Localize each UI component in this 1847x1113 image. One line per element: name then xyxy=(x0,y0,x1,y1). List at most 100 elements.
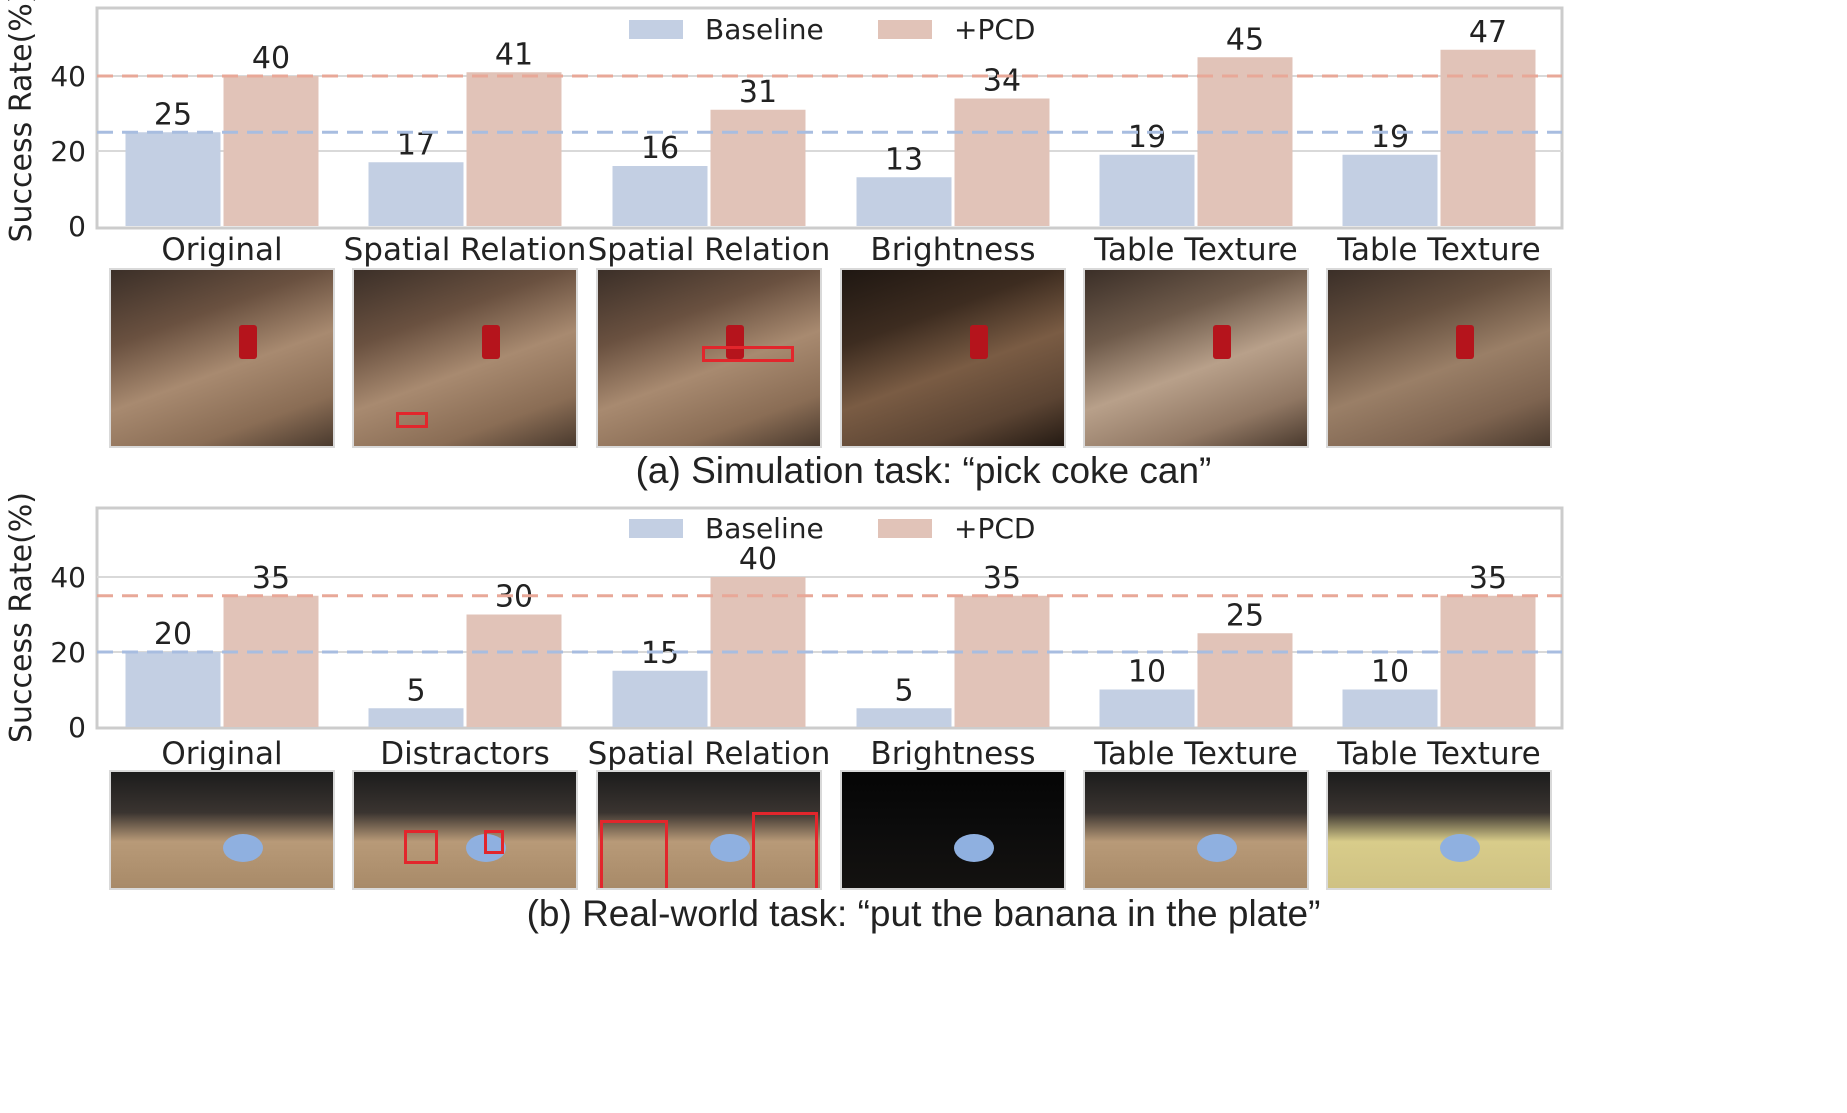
real-legend-label: +PCD xyxy=(954,512,1035,545)
sim-data-label: 31 xyxy=(739,75,777,110)
sim-data-label: 41 xyxy=(495,37,533,72)
sim-bar-pcd-1 xyxy=(466,72,562,226)
sim-data-label: 16 xyxy=(641,131,679,166)
real-legend-label: Baseline xyxy=(705,512,824,545)
real-world-caption: (b) Real-world task: “put the banana in … xyxy=(526,893,1321,934)
real-category-label: Distractors xyxy=(380,736,550,772)
sim-y-tick-label: 20 xyxy=(50,135,86,168)
sim-category-label: Spatial Relation xyxy=(343,232,587,268)
real-scene-image-3 xyxy=(840,770,1066,890)
sim-data-label: 19 xyxy=(1128,120,1166,155)
real-data-label: 5 xyxy=(406,673,425,708)
real-data-label: 35 xyxy=(252,561,290,596)
real-category-label: Brightness xyxy=(870,736,1036,772)
real-category-label: Spatial Relation xyxy=(587,736,831,772)
coke-can-shape xyxy=(1213,325,1231,359)
sim-data-label: 34 xyxy=(983,64,1021,99)
coke-can-shape xyxy=(482,325,500,359)
real-data-label: 10 xyxy=(1371,655,1409,690)
simulation-panel: 0 20 40 Success Rate(%) 25 17 16 13 19 19 40 41 31 34… xyxy=(4,0,1564,491)
sim-scene-image-5 xyxy=(1326,268,1552,448)
sim-category-label: Brightness xyxy=(870,232,1036,268)
plate-shape xyxy=(710,834,750,862)
real-y-tick-label: 40 xyxy=(50,561,86,594)
coke-can-shape xyxy=(726,325,744,359)
sim-scene-image-1 xyxy=(352,268,578,448)
real-data-label: 40 xyxy=(739,542,777,577)
real-data-label: 10 xyxy=(1128,655,1166,690)
sim-bar-pcd-5 xyxy=(1440,49,1536,226)
sim-bar-baseline-3 xyxy=(856,177,952,226)
sim-bar-baseline-2 xyxy=(612,166,708,226)
real-plot-frame xyxy=(95,506,1564,730)
sim-bar-pcd-2 xyxy=(710,109,806,226)
sim-bar-pcd-3 xyxy=(954,98,1050,226)
real-data-label: 5 xyxy=(894,673,913,708)
coke-can-shape xyxy=(970,325,988,359)
real-bar-pcd-3 xyxy=(954,595,1050,727)
real-bar-pcd-1 xyxy=(466,614,562,727)
sim-legend-label: +PCD xyxy=(954,13,1035,46)
real-y-tick-label: 20 xyxy=(50,636,86,669)
highlight-box xyxy=(752,812,818,888)
highlight-box xyxy=(404,830,438,864)
real-scene-image-5 xyxy=(1326,770,1552,890)
real-world-panel: 0 20 40 Success Rate(%) 20 5 15 5 10 10 35 30 40 35 25… xyxy=(0,492,1847,1113)
real-category-label: Original xyxy=(161,736,283,772)
real-legend-swatch-pcd xyxy=(878,519,932,538)
real-category-label: Table Texture xyxy=(1094,736,1298,772)
highlight-box xyxy=(600,820,668,888)
sim-legend-label: Baseline xyxy=(705,13,824,46)
highlight-box xyxy=(702,346,794,362)
sim-data-label: 13 xyxy=(885,142,923,177)
sim-scene-image-2 xyxy=(596,268,822,448)
real-bar-baseline-3 xyxy=(856,708,952,727)
sim-category-label: Original xyxy=(161,232,283,268)
sim-y-tick-label: 40 xyxy=(50,60,86,93)
sim-bar-baseline-4 xyxy=(1099,154,1195,226)
real-bar-pcd-4 xyxy=(1197,633,1293,727)
sim-legend-swatch-baseline xyxy=(629,20,683,39)
sim-data-label: 19 xyxy=(1371,120,1409,155)
sim-data-label: 25 xyxy=(154,97,192,132)
real-scene-image-0 xyxy=(109,770,335,890)
real-data-label: 25 xyxy=(1226,598,1264,633)
sim-bar-baseline-0 xyxy=(125,132,221,226)
real-bar-baseline-4 xyxy=(1099,689,1195,727)
sim-data-label: 40 xyxy=(252,41,290,76)
plate-shape xyxy=(954,834,994,862)
real-bar-baseline-5 xyxy=(1342,689,1438,727)
sim-scene-image-3 xyxy=(840,268,1066,448)
real-data-label: 20 xyxy=(154,617,192,652)
sim-legend-swatch-pcd xyxy=(878,20,932,39)
sim-scene-image-4 xyxy=(1083,268,1309,448)
sim-scene-image-0 xyxy=(109,268,335,448)
plate-shape xyxy=(223,834,263,862)
plate-shape xyxy=(1197,834,1237,862)
sim-category-label: Table Texture xyxy=(1337,232,1541,268)
coke-can-shape xyxy=(1456,325,1474,359)
simulation-caption: (a) Simulation task: “pick coke can” xyxy=(635,450,1212,491)
sim-category-label: Table Texture xyxy=(1094,232,1298,268)
sim-y-axis-label: Success Rate(%) xyxy=(4,0,39,243)
sim-bar-pcd-4 xyxy=(1197,57,1293,226)
sim-plot-frame xyxy=(95,6,1564,230)
real-bar-baseline-1 xyxy=(368,708,464,727)
coke-can-shape xyxy=(239,325,257,359)
highlight-box xyxy=(396,412,428,428)
plate-shape xyxy=(1440,834,1480,862)
real-bar-pcd-5 xyxy=(1440,595,1536,727)
real-scene-image-1 xyxy=(352,770,578,890)
real-category-label: Table Texture xyxy=(1337,736,1541,772)
real-data-label: 35 xyxy=(1469,561,1507,596)
real-data-label: 35 xyxy=(983,561,1021,596)
sim-bar-baseline-1 xyxy=(368,162,464,226)
real-y-tick-label: 0 xyxy=(68,711,86,744)
real-legend-swatch-baseline xyxy=(629,519,683,538)
real-bar-baseline-0 xyxy=(125,652,221,727)
sim-y-tick-label: 0 xyxy=(68,210,86,243)
sim-category-label: Spatial Relation xyxy=(587,232,831,268)
sim-bar-pcd-0 xyxy=(223,76,319,226)
